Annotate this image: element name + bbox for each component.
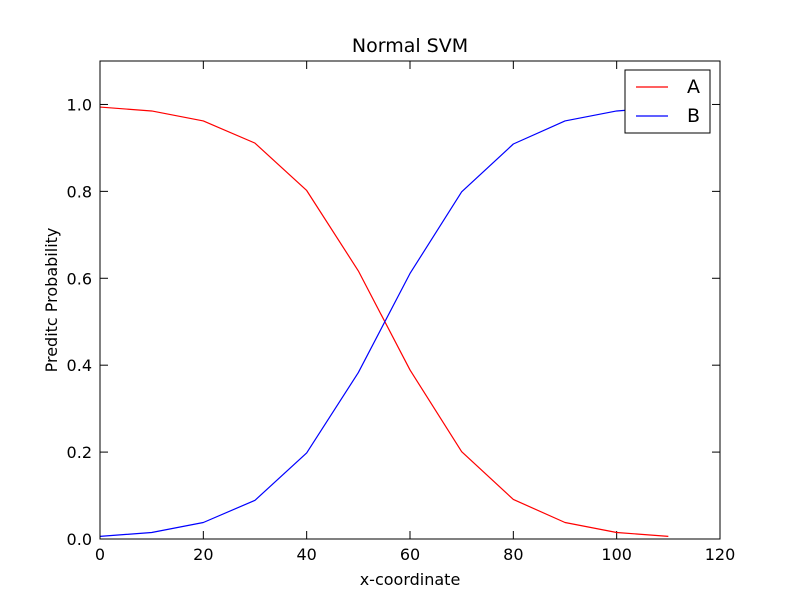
y-ticks: 0.0 0.2 0.4 0.6 0.8 1.0 [67,95,720,549]
x-tick-label: 100 [601,545,632,564]
series-line-a [99,106,669,537]
legend: A B [624,69,711,134]
x-tick-label: 120 [705,545,736,564]
y-axis-label: Preditc Probability [42,228,61,373]
plot-frame [99,60,721,540]
series-line-b [99,106,669,537]
y-tick-label: 0.0 [67,530,92,549]
legend-label-b: B [687,105,700,127]
legend-label-a: A [687,76,700,98]
y-tick-label: 0.4 [67,356,92,375]
plot-area [100,61,720,539]
x-tick-label: 60 [400,545,420,564]
x-tick-label: 80 [503,545,523,564]
y-tick-label: 1.0 [67,95,92,114]
y-tick-label: 0.8 [67,182,92,201]
x-tick-label: 0 [95,545,105,564]
x-tick-label: 20 [193,545,213,564]
x-ticks: 0 20 40 60 80 100 120 [95,61,735,564]
x-axis-label: x-coordinate [360,570,461,589]
legend-box [624,69,711,134]
y-tick-label: 0.6 [67,269,92,288]
chart-title: Normal SVM [352,35,468,57]
y-tick-label: 0.2 [67,443,92,462]
x-tick-label: 40 [296,545,316,564]
